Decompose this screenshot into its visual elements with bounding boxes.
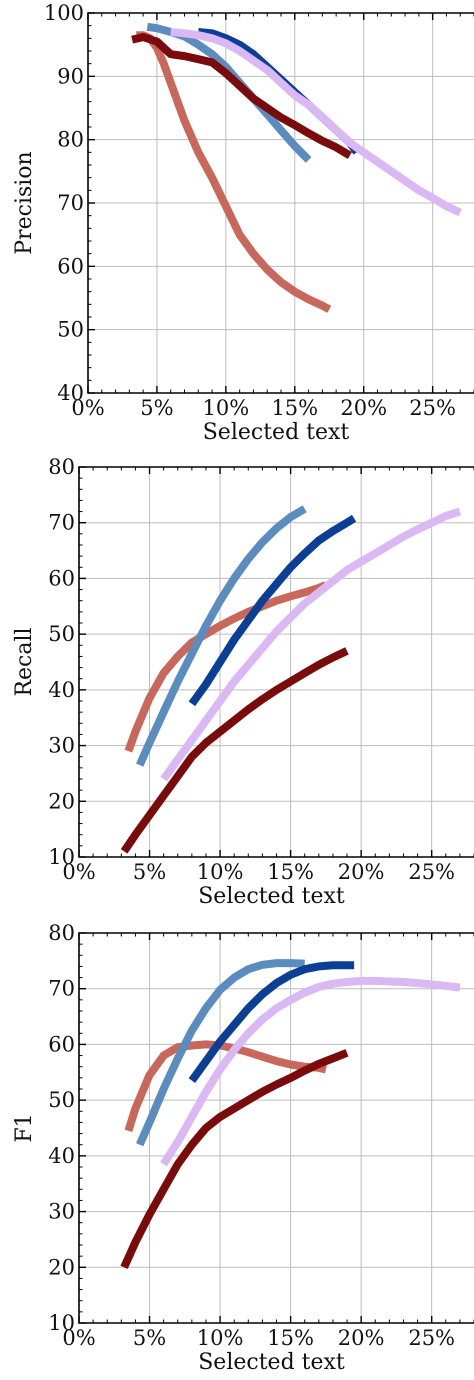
y-tick-label: 70 — [48, 977, 75, 1001]
x-tick-label: 15% — [267, 860, 314, 884]
y-tick-label: 50 — [48, 1088, 75, 1112]
x-axis-label: Selected text — [198, 1350, 345, 1375]
series-line-1 — [124, 1040, 327, 1132]
y-axis-label: F1 — [12, 1113, 37, 1142]
series-line-2 — [136, 505, 307, 767]
y-tick-label: 90 — [57, 64, 84, 88]
y-tick-label: 80 — [57, 128, 84, 152]
plot-frame — [78, 466, 474, 858]
y-tick-label: 10 — [48, 1311, 75, 1335]
y-tick-label: 30 — [48, 734, 75, 758]
y-tick-label: 70 — [48, 511, 75, 535]
series-line-3 — [188, 514, 357, 707]
y-tick-label: 80 — [48, 455, 75, 479]
series-line-5 — [170, 28, 462, 217]
x-tick-label: 20% — [340, 396, 387, 420]
y-tick-label: 40 — [57, 381, 84, 405]
y-axis-label: Precision — [12, 151, 37, 254]
x-tick-label: 25% — [409, 396, 456, 420]
series-line-3 — [197, 28, 361, 155]
y-tick-label: 10 — [48, 845, 75, 869]
x-axis-label: Selected text — [203, 420, 350, 445]
series-line-1 — [136, 31, 332, 313]
x-tick-label: 25% — [408, 1326, 455, 1350]
y-tick-label: 60 — [48, 1032, 75, 1056]
x-tick-label: 5% — [140, 396, 173, 420]
y-tick-label: 70 — [57, 191, 84, 215]
plot-frame — [78, 932, 474, 1324]
x-tick-label: 0% — [62, 1326, 95, 1350]
x-tick-label: 10% — [197, 860, 244, 884]
y-tick-label: 60 — [48, 566, 75, 590]
x-tick-label: 0% — [62, 860, 95, 884]
y-tick-label: 20 — [48, 1255, 75, 1279]
x-tick-label: 25% — [408, 860, 455, 884]
x-tick-label: 20% — [338, 860, 385, 884]
y-tick-label: 60 — [57, 254, 84, 278]
series-line-4 — [120, 647, 349, 854]
x-tick-label: 5% — [133, 1326, 166, 1350]
series-line-5 — [160, 976, 461, 1167]
y-axis-label: Recall — [12, 627, 37, 696]
y-tick-label: 30 — [48, 1200, 75, 1224]
x-tick-label: 20% — [338, 1326, 385, 1350]
x-tick-label: 10% — [197, 1326, 244, 1350]
x-axis-label: Selected text — [198, 884, 345, 909]
y-tick-label: 50 — [57, 318, 84, 342]
series-line-4 — [120, 1049, 349, 1269]
x-tick-label: 15% — [267, 1326, 314, 1350]
series-line-1 — [124, 581, 328, 753]
y-tick-label: 40 — [48, 678, 75, 702]
x-tick-label: 5% — [133, 860, 166, 884]
series-line-4 — [131, 33, 352, 159]
series-line-2 — [136, 959, 305, 1147]
y-tick-label: 80 — [48, 921, 75, 945]
series-line-3 — [188, 961, 355, 1083]
y-tick-label: 50 — [48, 622, 75, 646]
chart-panel-precision: 0% 5% 10% 15% 20% 25% 40 50 60 70 80 90 100 Selected … — [12, 1, 474, 445]
series-line-5 — [160, 507, 462, 782]
y-tick-label: 40 — [48, 1144, 75, 1168]
x-tick-label: 15% — [271, 396, 318, 420]
y-tick-label: 20 — [48, 789, 75, 813]
chart-panel-f1: 0% 5% 10% 15% 20% 25% 10 20 30 40 50 60 70 80 Selected… — [12, 921, 474, 1375]
x-tick-label: 0% — [71, 396, 104, 420]
y-tick-label: 100 — [44, 1, 84, 25]
chart-panel-recall: 0% 5% 10% 15% 20% 25% 10 20 30 40 50 60 70 80 Selected… — [12, 455, 474, 909]
x-tick-label: 10% — [203, 396, 250, 420]
